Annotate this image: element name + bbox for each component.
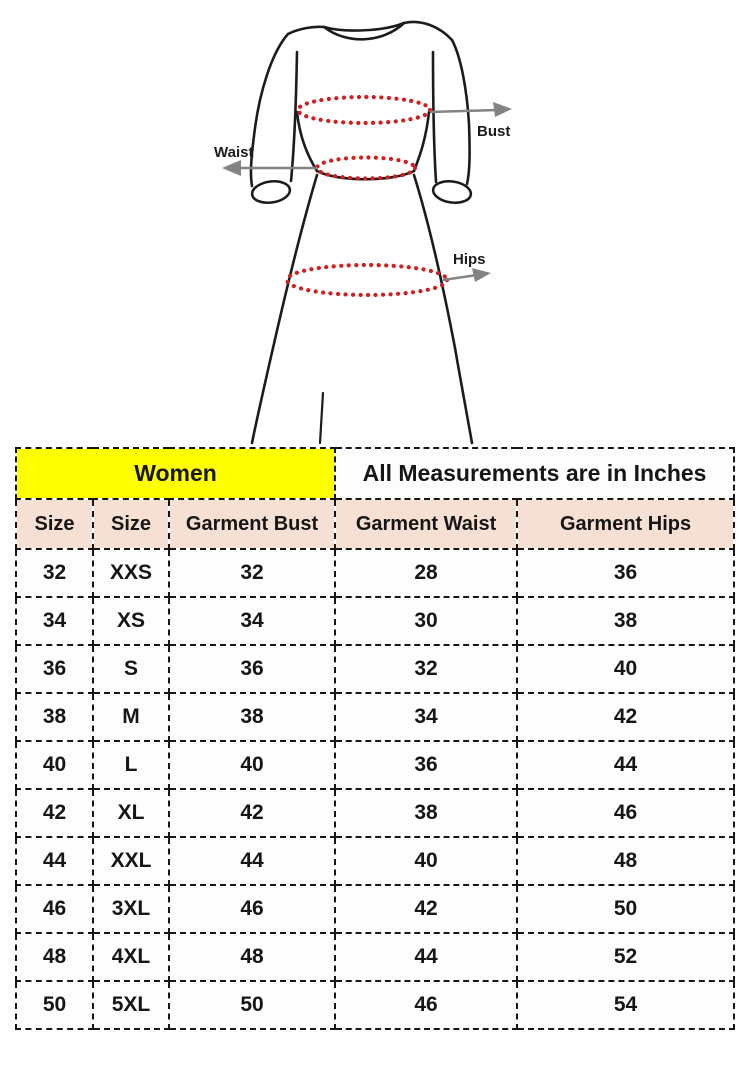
hips-measurement-ellipse (284, 262, 450, 298)
table-row: 48 4XL 48 44 52 (15, 932, 736, 982)
bust-cell: 50 (167, 980, 337, 1030)
size-letter-cell: S (92, 644, 170, 694)
bust-cell: 38 (167, 692, 337, 742)
size-letter-cell: 3XL (92, 884, 170, 934)
table-row: 42 XL 42 38 46 (15, 788, 736, 838)
size-letter-cell: XS (92, 596, 170, 646)
waist-cell: 30 (334, 596, 519, 646)
hips-cell: 36 (516, 548, 736, 598)
bust-cell: 34 (167, 596, 337, 646)
left-cuff (250, 179, 292, 205)
bust-cell: 42 (167, 788, 337, 838)
bust-cell: 44 (167, 836, 337, 886)
waist-cell: 40 (334, 836, 519, 886)
column-header-row: Size Size Garment Bust Garment Waist Gar… (15, 498, 736, 550)
col-header-size-letter: Size (92, 498, 170, 550)
waist-cell: 32 (334, 644, 519, 694)
hips-cell: 42 (516, 692, 736, 742)
size-letter-cell: XXS (92, 548, 170, 598)
bust-cell: 36 (167, 644, 337, 694)
size-num-cell: 44 (15, 836, 94, 886)
table-row: 40 L 40 36 44 (15, 740, 736, 790)
size-num-cell: 40 (15, 740, 94, 790)
hips-cell: 54 (516, 980, 736, 1030)
waist-cell: 28 (334, 548, 519, 598)
hips-cell: 52 (516, 932, 736, 982)
bust-label: Bust (477, 123, 510, 140)
women-group-header: Women (14, 447, 337, 500)
table-row: 44 XXL 44 40 48 (15, 836, 736, 886)
hips-arrow (442, 268, 491, 282)
size-letter-cell: 5XL (92, 980, 170, 1030)
col-header-garment-bust: Garment Bust (167, 498, 337, 550)
waist-cell: 38 (334, 788, 519, 838)
bust-cell: 48 (167, 932, 337, 982)
size-num-cell: 34 (15, 596, 94, 646)
col-header-garment-waist: Garment Waist (334, 498, 519, 550)
hips-cell: 44 (516, 740, 736, 790)
bust-measurement-ellipse (295, 94, 433, 126)
size-num-cell: 36 (15, 644, 94, 694)
size-num-cell: 42 (15, 788, 94, 838)
waist-cell: 34 (334, 692, 519, 742)
size-letter-cell: XXL (92, 836, 170, 886)
size-letter-cell: L (92, 740, 170, 790)
waist-cell: 46 (334, 980, 519, 1030)
waist-cell: 42 (334, 884, 519, 934)
units-group-header: All Measurements are in Inches (334, 447, 736, 500)
waist-arrow (222, 160, 317, 176)
right-cuff (431, 179, 473, 205)
hips-cell: 50 (516, 884, 736, 934)
table-row: 32 XXS 32 28 36 (15, 548, 736, 598)
size-num-cell: 32 (15, 548, 94, 598)
table-row: 34 XS 34 30 38 (15, 596, 736, 646)
hips-cell: 46 (516, 788, 736, 838)
waist-label: Waist (214, 144, 253, 161)
hips-label: Hips (453, 251, 486, 268)
table-row: 38 M 38 34 42 (15, 692, 736, 742)
size-chart-table: Women All Measurements are in Inches Siz… (14, 447, 736, 1030)
size-num-cell: 46 (15, 884, 94, 934)
group-header-row: Women All Measurements are in Inches (14, 447, 736, 500)
col-header-size-num: Size (15, 498, 94, 550)
size-num-cell: 50 (15, 980, 94, 1030)
hips-cell: 38 (516, 596, 736, 646)
size-letter-cell: 4XL (92, 932, 170, 982)
dress-outline (249, 20, 474, 445)
hips-cell: 48 (516, 836, 736, 886)
hips-cell: 40 (516, 644, 736, 694)
size-num-cell: 38 (15, 692, 94, 742)
garment-measurement-diagram: Bust Waist Hips (214, 20, 512, 445)
bust-cell: 46 (167, 884, 337, 934)
waist-cell: 36 (334, 740, 519, 790)
bust-cell: 32 (167, 548, 337, 598)
col-header-garment-hips: Garment Hips (516, 498, 736, 550)
waist-cell: 44 (334, 932, 519, 982)
table-row: 36 S 36 32 40 (15, 644, 736, 694)
size-num-cell: 48 (15, 932, 94, 982)
bust-cell: 40 (167, 740, 337, 790)
table-row: 50 5XL 50 46 54 (15, 980, 736, 1030)
size-letter-cell: M (92, 692, 170, 742)
table-row: 46 3XL 46 42 50 (15, 884, 736, 934)
size-letter-cell: XL (92, 788, 170, 838)
bust-arrow (429, 102, 512, 117)
